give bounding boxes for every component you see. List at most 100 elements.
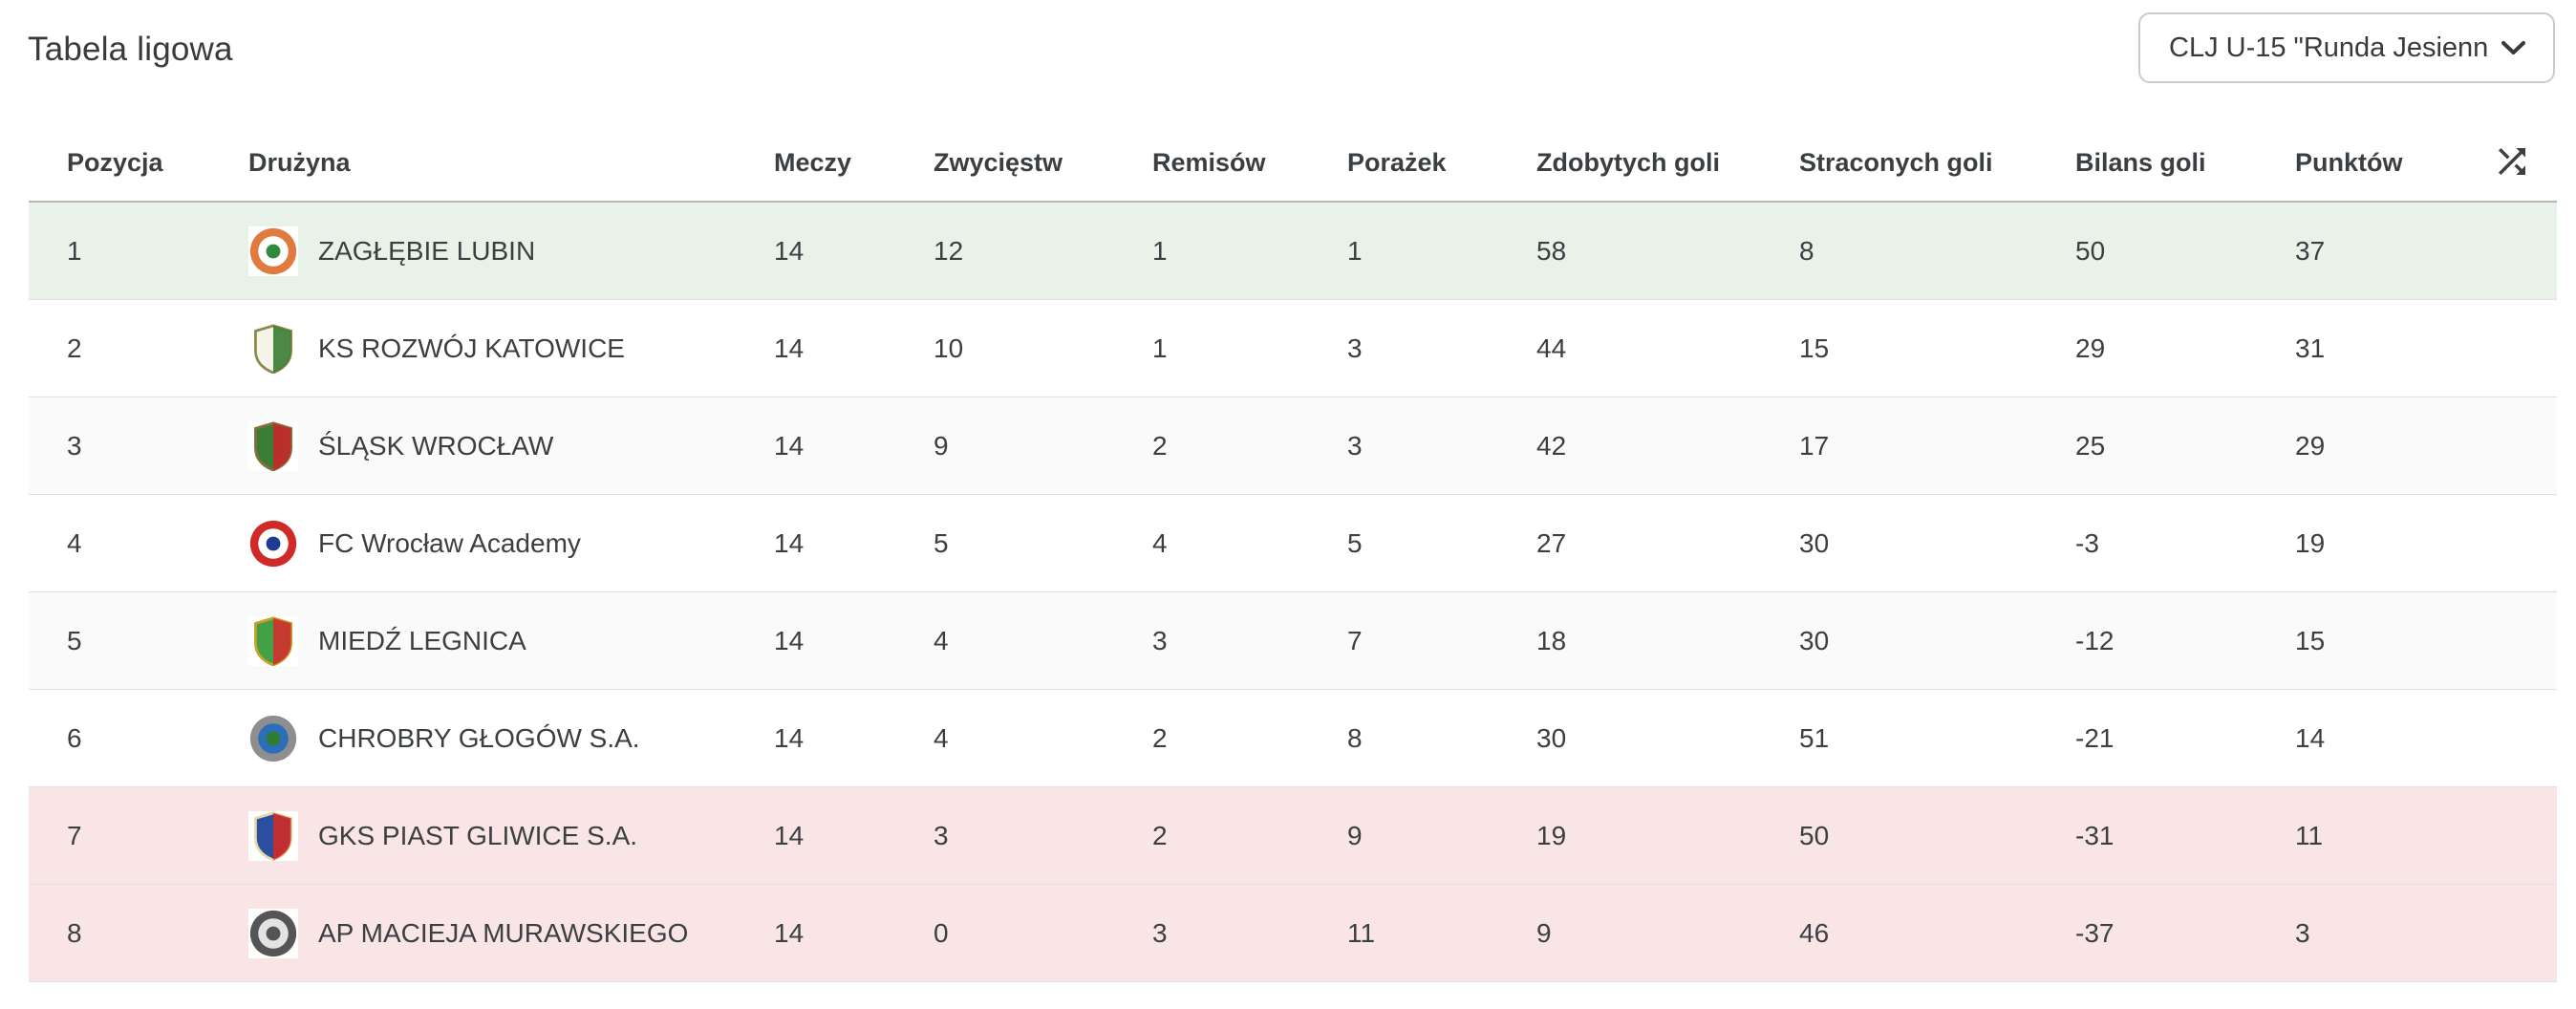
losses-value: 3 [1347, 430, 1363, 461]
goals-against-value: 46 [1799, 917, 1830, 948]
team-name: KS ROZWÓJ KATOWICE [318, 333, 625, 363]
wins-value: 10 [934, 333, 964, 363]
team-name: ZAGŁĘBIE LUBIN [318, 235, 536, 266]
chevron-down-icon [2501, 40, 2526, 56]
position-value: 8 [67, 917, 82, 948]
team-logo [248, 810, 298, 861]
team-name: GKS PIAST GLIWICE S.A. [318, 820, 638, 850]
goals-against-value: 15 [1799, 333, 1830, 363]
losses-value: 11 [1347, 917, 1376, 948]
team-cell: ZAGŁĘBIE LUBIN [248, 225, 774, 276]
goals-against-value: 50 [1799, 820, 1830, 850]
draws-value: 3 [1152, 917, 1168, 948]
points-value: 3 [2295, 917, 2310, 948]
wins-value: 4 [934, 625, 949, 655]
wins-value: 4 [934, 722, 949, 753]
draws-value: 1 [1152, 235, 1168, 266]
team-name: FC Wrocław Academy [318, 527, 581, 558]
goals-for-value: 18 [1536, 625, 1567, 655]
goal-diff-value: 25 [2075, 430, 2106, 461]
shuffle-button[interactable] [2492, 141, 2532, 184]
wins-value: 5 [934, 527, 949, 558]
table-row: 3 ŚLĄSK WROCŁAW 14 9 2 3 42 17 25 29 [29, 397, 2557, 495]
team-name: CHROBRY GŁOGÓW S.A. [318, 722, 640, 753]
column-header-draws: Remisów [1152, 147, 1266, 177]
column-header-losses: Porażek [1347, 147, 1447, 177]
goal-diff-value: -31 [2075, 820, 2114, 850]
goals-against-value: 30 [1799, 625, 1830, 655]
team-logo [248, 323, 298, 374]
matches-value: 14 [774, 527, 805, 558]
team-logo [248, 225, 298, 276]
page-title: Tabela ligowa [28, 31, 233, 68]
team-name: ŚLĄSK WROCŁAW [318, 430, 554, 461]
position-value: 1 [67, 235, 82, 266]
competition-dropdown-value: CLJ U-15 "Runda Jesienna G... [2169, 32, 2487, 63]
position-value: 6 [67, 722, 82, 753]
table-body: 1 ZAGŁĘBIE LUBIN 14 12 1 1 58 8 50 37 2 … [29, 203, 2557, 982]
goals-for-value: 9 [1536, 917, 1552, 948]
goal-diff-value: -21 [2075, 722, 2114, 753]
position-value: 5 [67, 625, 82, 655]
losses-value: 9 [1347, 820, 1363, 850]
goals-against-value: 51 [1799, 722, 1830, 753]
matches-value: 14 [774, 820, 805, 850]
wins-value: 3 [934, 820, 949, 850]
column-header-wins: Zwycięstw [934, 147, 1063, 177]
losses-value: 5 [1347, 527, 1363, 558]
table-row: 5 MIEDŹ LEGNICA 14 4 3 7 18 30 -12 15 [29, 592, 2557, 690]
losses-value: 8 [1347, 722, 1363, 753]
draws-value: 2 [1152, 820, 1168, 850]
team-cell: AP MACIEJA MURAWSKIEGO [248, 908, 774, 958]
table-row: 8 AP MACIEJA MURAWSKIEGO 14 0 3 11 9 46 … [29, 885, 2557, 982]
league-table: Pozycja Drużyna Meczy Zwycięstw Remisów … [29, 124, 2557, 982]
team-cell: MIEDŹ LEGNICA [248, 615, 774, 666]
team-name: MIEDŹ LEGNICA [318, 625, 526, 655]
matches-value: 14 [774, 430, 805, 461]
goals-against-value: 17 [1799, 430, 1830, 461]
team-logo [248, 908, 298, 958]
goal-diff-value: -3 [2075, 527, 2099, 558]
losses-value: 7 [1347, 625, 1363, 655]
points-value: 29 [2295, 430, 2326, 461]
table-row: 4 FC Wrocław Academy 14 5 4 5 27 30 -3 1… [29, 495, 2557, 592]
matches-value: 14 [774, 917, 805, 948]
topbar: Tabela ligowa CLJ U-15 "Runda Jesienna G… [0, 0, 2576, 124]
position-value: 4 [67, 527, 82, 558]
goals-for-value: 42 [1536, 430, 1567, 461]
matches-value: 14 [774, 333, 805, 363]
team-cell: FC Wrocław Academy [248, 518, 774, 569]
draws-value: 2 [1152, 430, 1168, 461]
team-cell: KS ROZWÓJ KATOWICE [248, 323, 774, 374]
column-header-position: Pozycja [67, 147, 163, 177]
goals-against-value: 30 [1799, 527, 1830, 558]
table-row: 7 GKS PIAST GLIWICE S.A. 14 3 2 9 19 50 … [29, 787, 2557, 885]
team-cell: GKS PIAST GLIWICE S.A. [248, 810, 774, 861]
goals-for-value: 19 [1536, 820, 1567, 850]
losses-value: 1 [1347, 235, 1363, 266]
points-value: 31 [2295, 333, 2326, 363]
goal-diff-value: -12 [2075, 625, 2114, 655]
wins-value: 9 [934, 430, 949, 461]
points-value: 15 [2295, 625, 2326, 655]
table-row: 2 KS ROZWÓJ KATOWICE 14 10 1 3 44 15 29 … [29, 300, 2557, 397]
table-header-row: Pozycja Drużyna Meczy Zwycięstw Remisów … [29, 124, 2557, 203]
goal-diff-value: 50 [2075, 235, 2106, 266]
position-value: 3 [67, 430, 82, 461]
wins-value: 0 [934, 917, 949, 948]
column-header-goals-against: Straconych goli [1799, 147, 1993, 177]
competition-dropdown[interactable]: CLJ U-15 "Runda Jesienna G... [2138, 12, 2555, 83]
column-header-matches: Meczy [774, 147, 852, 177]
team-logo [248, 713, 298, 763]
team-name: AP MACIEJA MURAWSKIEGO [318, 917, 689, 948]
team-logo [248, 615, 298, 666]
team-logo [248, 518, 298, 569]
goals-for-value: 58 [1536, 235, 1567, 266]
matches-value: 14 [774, 722, 805, 753]
team-cell: CHROBRY GŁOGÓW S.A. [248, 713, 774, 763]
draws-value: 4 [1152, 527, 1168, 558]
goals-against-value: 8 [1799, 235, 1814, 266]
shuffle-icon [2492, 141, 2532, 184]
column-header-goals-for: Zdobytych goli [1536, 147, 1720, 177]
points-value: 14 [2295, 722, 2326, 753]
